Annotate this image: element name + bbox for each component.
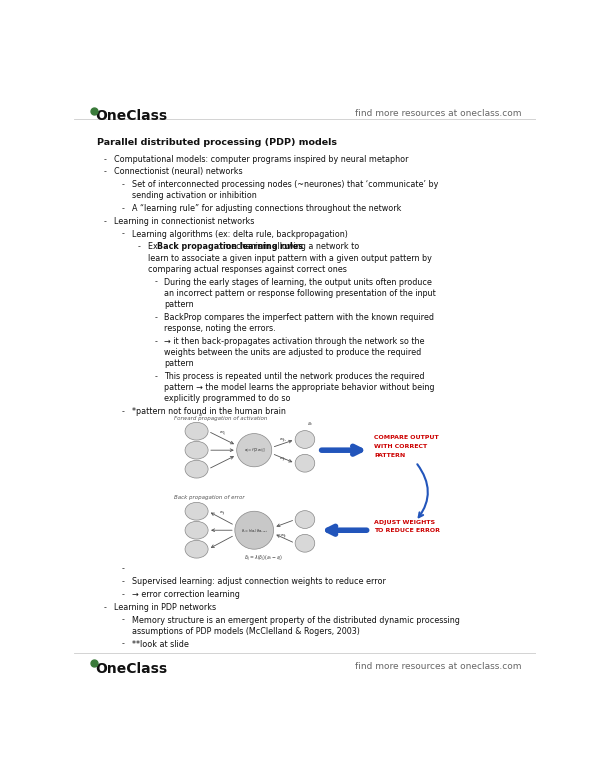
Text: sending activation or inhibition: sending activation or inhibition bbox=[132, 192, 257, 200]
Text: -: - bbox=[122, 229, 125, 239]
Text: $a_j = f[\Sigma w_{ij}]$: $a_j = f[\Sigma w_{ij}]$ bbox=[243, 446, 265, 454]
Ellipse shape bbox=[235, 511, 274, 549]
Text: -: - bbox=[122, 564, 125, 574]
Text: find more resources at oneclass.com: find more resources at oneclass.com bbox=[355, 661, 522, 671]
Text: pattern: pattern bbox=[164, 300, 194, 309]
Text: Memory structure is an emergent property of the distributed dynamic processing: Memory structure is an emergent property… bbox=[132, 615, 460, 624]
Ellipse shape bbox=[295, 454, 315, 472]
Text: $w_{jk}$: $w_{jk}$ bbox=[280, 532, 287, 541]
Text: OneClass: OneClass bbox=[95, 109, 167, 123]
Text: comparing actual responses against correct ones: comparing actual responses against corre… bbox=[148, 265, 347, 274]
Text: -: - bbox=[122, 615, 125, 624]
Text: find more resources at oneclass.com: find more resources at oneclass.com bbox=[355, 109, 522, 118]
Text: → it then back-propagates activation through the network so the: → it then back-propagates activation thr… bbox=[164, 336, 425, 346]
Text: PATTERN: PATTERN bbox=[374, 454, 405, 458]
Text: pattern: pattern bbox=[164, 359, 194, 368]
Ellipse shape bbox=[185, 460, 208, 478]
Text: $w_{1j}$: $w_{1j}$ bbox=[218, 430, 226, 438]
Text: $w_{jk_1}$: $w_{jk_1}$ bbox=[279, 437, 288, 445]
Text: Learning in connectionist networks: Learning in connectionist networks bbox=[114, 217, 254, 226]
Text: A “learning rule” for adjusting connections throughout the network: A “learning rule” for adjusting connecti… bbox=[132, 204, 402, 213]
Text: pattern → the model learns the appropriate behavior without being: pattern → the model learns the appropria… bbox=[164, 383, 435, 392]
Text: -: - bbox=[104, 217, 107, 226]
Text: WITH CORRECT: WITH CORRECT bbox=[374, 444, 427, 449]
Text: -: - bbox=[122, 204, 125, 213]
Text: -: - bbox=[122, 180, 125, 189]
Text: learn to associate a given input pattern with a given output pattern by: learn to associate a given input pattern… bbox=[148, 253, 432, 263]
Text: → error correction learning: → error correction learning bbox=[132, 590, 240, 599]
Ellipse shape bbox=[295, 511, 315, 528]
Text: -: - bbox=[122, 640, 125, 648]
Text: : mechanism allowing a network to: : mechanism allowing a network to bbox=[218, 243, 359, 251]
Text: response, noting the errors.: response, noting the errors. bbox=[164, 324, 276, 333]
Text: explicitly programmed to do so: explicitly programmed to do so bbox=[164, 394, 291, 403]
Text: -: - bbox=[104, 603, 107, 612]
Text: ADJUST WEIGHTS: ADJUST WEIGHTS bbox=[374, 520, 435, 524]
Text: $a_k$: $a_k$ bbox=[307, 420, 314, 428]
Text: Connectionist (neural) networks: Connectionist (neural) networks bbox=[114, 167, 242, 176]
Text: $w_{ij}$: $w_{ij}$ bbox=[219, 510, 226, 518]
Text: TO REDUCE ERROR: TO REDUCE ERROR bbox=[374, 528, 440, 534]
Text: Back propagation learning rules: Back propagation learning rules bbox=[157, 243, 303, 251]
Ellipse shape bbox=[295, 534, 315, 552]
Text: Parallel distributed processing (PDP) models: Parallel distributed processing (PDP) mo… bbox=[96, 138, 337, 147]
Text: -: - bbox=[104, 155, 107, 164]
Ellipse shape bbox=[185, 441, 208, 459]
Ellipse shape bbox=[185, 541, 208, 558]
Text: *pattern not found in the human brain: *pattern not found in the human brain bbox=[132, 407, 286, 416]
Ellipse shape bbox=[185, 521, 208, 539]
Text: $a_i$: $a_i$ bbox=[198, 411, 204, 419]
Text: -: - bbox=[154, 336, 157, 346]
Ellipse shape bbox=[185, 422, 208, 440]
Text: -: - bbox=[122, 578, 125, 587]
Text: Supervised learning: adjust connection weights to reduce error: Supervised learning: adjust connection w… bbox=[132, 578, 386, 587]
Text: $w_{jk_2}$: $w_{jk_2}$ bbox=[279, 455, 288, 464]
Text: $\delta_j = h(a_j)\delta a_{j,net}$: $\delta_j = h(a_j)\delta a_{j,net}$ bbox=[240, 527, 268, 534]
Text: Ex:: Ex: bbox=[148, 243, 163, 251]
Text: $\delta_{ij} = \lambda(\delta_j)(a_i - a_j)$: $\delta_{ij} = \lambda(\delta_j)(a_i - a… bbox=[244, 554, 283, 564]
Text: -: - bbox=[154, 372, 157, 381]
Text: assumptions of PDP models (McClelland & Rogers, 2003): assumptions of PDP models (McClelland & … bbox=[132, 627, 360, 636]
Text: Forward propagation of activation: Forward propagation of activation bbox=[174, 417, 267, 421]
Text: an incorrect pattern or response following presentation of the input: an incorrect pattern or response followi… bbox=[164, 289, 436, 298]
Text: -: - bbox=[104, 167, 107, 176]
Text: Back propagation of error: Back propagation of error bbox=[174, 494, 244, 500]
Text: Computational models: computer programs inspired by neural metaphor: Computational models: computer programs … bbox=[114, 155, 408, 164]
Text: -: - bbox=[154, 277, 157, 286]
Text: **look at slide: **look at slide bbox=[132, 640, 189, 648]
Text: Learning algorithms (ex: delta rule, backpropagation): Learning algorithms (ex: delta rule, bac… bbox=[132, 229, 348, 239]
Text: -: - bbox=[138, 243, 141, 251]
Text: -: - bbox=[122, 407, 125, 416]
Text: Learning in PDP networks: Learning in PDP networks bbox=[114, 603, 216, 612]
Ellipse shape bbox=[185, 502, 208, 521]
Text: -: - bbox=[122, 590, 125, 599]
Text: BackProp compares the imperfect pattern with the known required: BackProp compares the imperfect pattern … bbox=[164, 313, 434, 322]
Ellipse shape bbox=[237, 434, 272, 467]
Text: OneClass: OneClass bbox=[95, 661, 167, 675]
Text: -: - bbox=[154, 313, 157, 322]
Text: COMPARE OUTPUT: COMPARE OUTPUT bbox=[374, 435, 439, 440]
Text: During the early stages of learning, the output units often produce: During the early stages of learning, the… bbox=[164, 277, 432, 286]
Ellipse shape bbox=[295, 430, 315, 448]
Text: weights between the units are adjusted to produce the required: weights between the units are adjusted t… bbox=[164, 348, 421, 357]
Text: This process is repeated until the network produces the required: This process is repeated until the netwo… bbox=[164, 372, 425, 381]
Text: Set of interconnected processing nodes (~neurones) that ‘communicate’ by: Set of interconnected processing nodes (… bbox=[132, 180, 439, 189]
